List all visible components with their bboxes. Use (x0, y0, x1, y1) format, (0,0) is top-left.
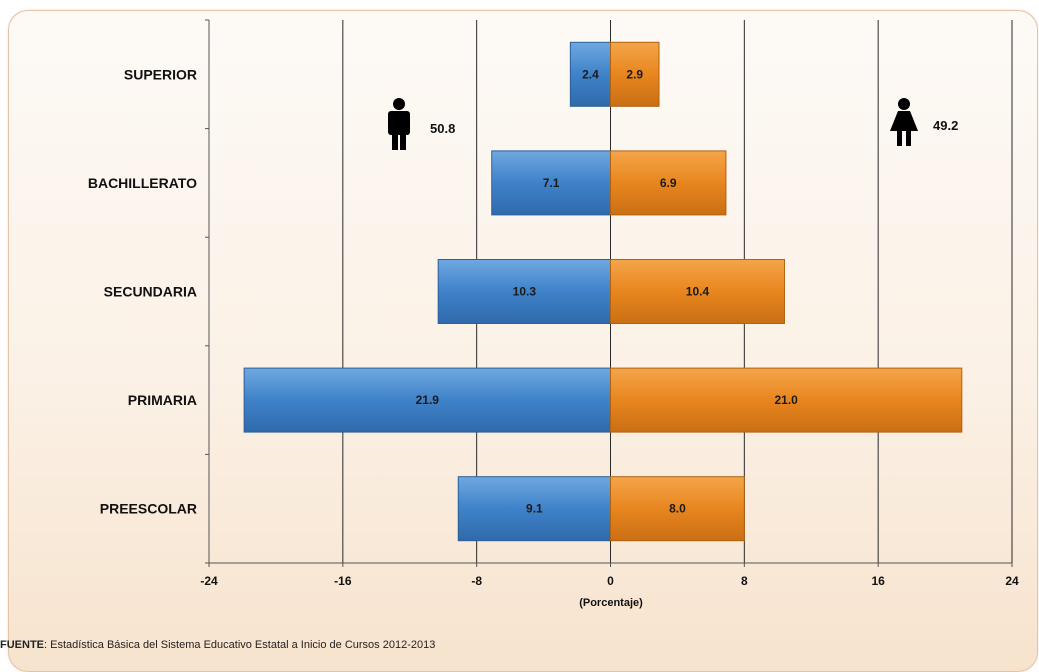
male-share-label: 50.8 (430, 121, 455, 136)
population-pyramid-chart: -24 -16 -8 0 8 16 24 SUPERIOR 2.4 2.9 BACHILLERATO… (88, 19, 1019, 609)
bar-left (437, 259, 611, 324)
category-label: BACHILLERATO (88, 175, 197, 191)
data-label: 2.9 (626, 67, 643, 81)
data-label: 9.1 (526, 502, 543, 516)
data-label: 7.1 (543, 176, 560, 190)
x-axis-title: (Porcentaje) (579, 597, 643, 609)
bar-right (610, 41, 660, 107)
data-label: 8.0 (669, 502, 686, 516)
bars (243, 41, 963, 542)
bar-right (610, 150, 727, 216)
man-icon (388, 98, 410, 150)
category-label: PRIMARIA (128, 392, 197, 408)
x-tick-label: 24 (1005, 574, 1019, 588)
data-label: 10.4 (686, 285, 710, 299)
source-note: FUENTE: Estadística Básica del Sistema E… (0, 639, 435, 651)
labels: -24 -16 -8 0 8 16 24 SUPERIOR 2.4 2.9 BACHILLERATO… (88, 66, 1019, 588)
data-label: 21.9 (416, 393, 440, 407)
data-label: 2.4 (582, 67, 599, 81)
data-label: 21.0 (774, 393, 798, 407)
bar-left (457, 476, 611, 542)
category-label: SECUNDARIA (104, 284, 197, 300)
data-label: 6.9 (660, 176, 677, 190)
source-text: : Estadística Básica del Sistema Educati… (44, 639, 436, 651)
gridlines (342, 20, 1013, 563)
x-tick-label: -16 (334, 574, 352, 588)
x-tick-label: 8 (741, 574, 748, 588)
data-label: 10.3 (513, 285, 537, 299)
x-tick-label: 0 (607, 574, 614, 588)
x-tick-label: -8 (471, 574, 482, 588)
bar-left (243, 367, 611, 433)
category-label: PREESCOLAR (100, 501, 197, 517)
female-share-label: 49.2 (933, 118, 958, 133)
woman-icon (890, 98, 918, 146)
bar-right (610, 259, 785, 324)
axes (205, 19, 1013, 567)
chart-panel (8, 10, 1038, 672)
bar-right (610, 367, 963, 433)
source-label: FUENTE (0, 639, 44, 651)
category-label: SUPERIOR (124, 66, 197, 82)
bar-left (491, 150, 612, 216)
x-tick-label: -24 (200, 574, 218, 588)
x-tick-label: 16 (871, 574, 885, 588)
bar-right (610, 476, 745, 542)
